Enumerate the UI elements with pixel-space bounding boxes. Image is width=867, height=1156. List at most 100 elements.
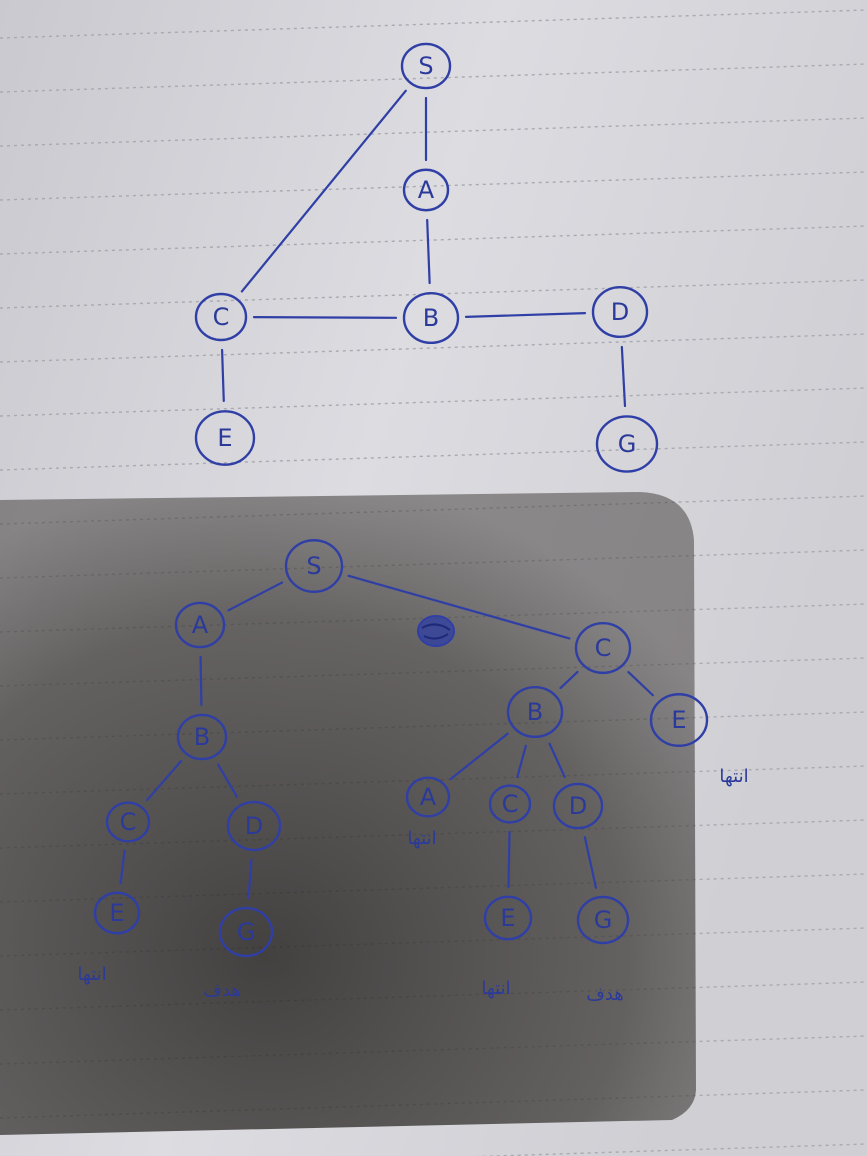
- node-t-g1: G: [218, 906, 274, 958]
- node-label: E: [671, 706, 686, 734]
- node-label: E: [500, 904, 515, 932]
- node-label: S: [418, 52, 433, 80]
- ruled-line: [0, 711, 867, 741]
- node-t-c2: C: [488, 784, 532, 824]
- node-label: C: [213, 303, 230, 331]
- node-circle: [405, 776, 451, 818]
- node-label: B: [527, 698, 543, 726]
- ruled-line: [0, 63, 867, 93]
- node-label: D: [245, 812, 263, 840]
- node-label: E: [217, 424, 232, 452]
- node-circle: [506, 685, 564, 739]
- node-t-b1: B: [176, 713, 228, 761]
- edge-t-c-t-e3: [627, 670, 654, 697]
- nodes-layer: S A B C D E G S A C B C D E G B E A C D E G: [93, 42, 709, 958]
- hand-shadow: [0, 492, 696, 1135]
- node-circle: [105, 801, 151, 843]
- edge-t-b2-t-d2: [548, 742, 566, 779]
- ruled-line: [0, 441, 867, 471]
- edge-t-d2-t-g2: [583, 836, 598, 889]
- annotation-goal-g1: هدف: [203, 980, 241, 1001]
- node-label: D: [569, 792, 587, 820]
- tree-annotations: انتها هدف انتها انتها هدف انتها: [77, 766, 748, 1005]
- node-circle: [194, 292, 248, 342]
- edge-t-s-t-a: [227, 581, 284, 612]
- node-label: G: [594, 906, 613, 934]
- ruled-line: [0, 1035, 867, 1065]
- ruled-line: [0, 819, 867, 849]
- ruled-line: [0, 1089, 867, 1119]
- edge-g-c-g-e: [220, 348, 225, 403]
- node-g-g: G: [595, 415, 659, 473]
- ruled-lines: [0, 9, 867, 1156]
- node-circle: [174, 601, 226, 649]
- ruled-line: [0, 333, 867, 363]
- node-g-a: A: [402, 168, 450, 212]
- edge-g-b-g-d: [464, 312, 587, 318]
- node-t-a: A: [174, 601, 226, 649]
- node-circle: [595, 415, 659, 473]
- edge-t-b1-t-d1: [217, 763, 238, 798]
- node-circle: [93, 891, 141, 935]
- edge-t-b2-t-c2: [516, 744, 527, 779]
- edge-t-c2-t-e2: [507, 830, 511, 889]
- node-t-d1: D: [226, 800, 282, 852]
- node-label: A: [418, 176, 435, 204]
- node-label: A: [420, 783, 437, 811]
- edges-layer: [119, 89, 654, 900]
- node-circle: [483, 895, 533, 941]
- node-circle: [402, 291, 460, 345]
- edge-g-d-g-g: [620, 345, 627, 408]
- node-label: A: [192, 611, 209, 639]
- node-g-e: E: [194, 410, 256, 466]
- ruled-line: [473, 1143, 867, 1156]
- annotation-dead-end-e2: انتها: [481, 978, 510, 999]
- node-circle: [226, 800, 282, 852]
- node-label: S: [306, 552, 321, 580]
- scribbled-node: [417, 615, 455, 647]
- node-circle: [574, 621, 632, 675]
- node-label: D: [611, 298, 629, 326]
- ruled-line: [0, 279, 867, 309]
- ruled-line: [0, 387, 867, 417]
- edge-g-s-g-c: [240, 89, 407, 293]
- node-circle: [218, 906, 274, 958]
- annotation-dead-end-e3: انتها: [719, 766, 748, 787]
- edge-t-b1-t-c1: [145, 760, 183, 802]
- node-g-d: D: [591, 285, 649, 339]
- edge-g-c-g-b: [252, 316, 398, 319]
- edge-t-b2-t-a2: [449, 732, 509, 781]
- node-t-e3: E: [649, 693, 709, 747]
- annotation-dead-end-a2: انتها: [407, 828, 436, 849]
- node-label: B: [423, 304, 439, 332]
- edge-t-s-t-c: [347, 574, 571, 640]
- annotation-dead-end-e1: انتها: [77, 964, 106, 985]
- node-t-e2: E: [483, 895, 533, 941]
- ruled-line: [0, 117, 867, 147]
- ruled-line: [0, 927, 867, 957]
- node-label: G: [618, 430, 637, 458]
- annotation-goal-g2: هدف: [586, 984, 624, 1005]
- edge-g-a-g-b: [426, 218, 431, 285]
- node-t-a2: A: [405, 776, 451, 818]
- ruled-line: [0, 873, 867, 903]
- node-label: B: [194, 723, 210, 751]
- node-circle: [488, 784, 532, 824]
- edge-t-a-t-b1: [199, 655, 203, 707]
- node-t-d2: D: [552, 782, 604, 830]
- ruled-line: [0, 549, 867, 579]
- ruled-line: [0, 9, 867, 39]
- ruled-line: [0, 981, 867, 1011]
- node-t-c1: C: [105, 801, 151, 843]
- node-t-e1: E: [93, 891, 141, 935]
- node-label: C: [120, 808, 137, 836]
- node-circle: [176, 713, 228, 761]
- ruled-line: [0, 171, 867, 201]
- node-t-s: S: [284, 539, 344, 593]
- edge-t-c1-t-e1: [119, 849, 126, 885]
- node-circle: [194, 410, 256, 466]
- node-g-s: S: [400, 42, 452, 90]
- node-label: E: [109, 899, 124, 927]
